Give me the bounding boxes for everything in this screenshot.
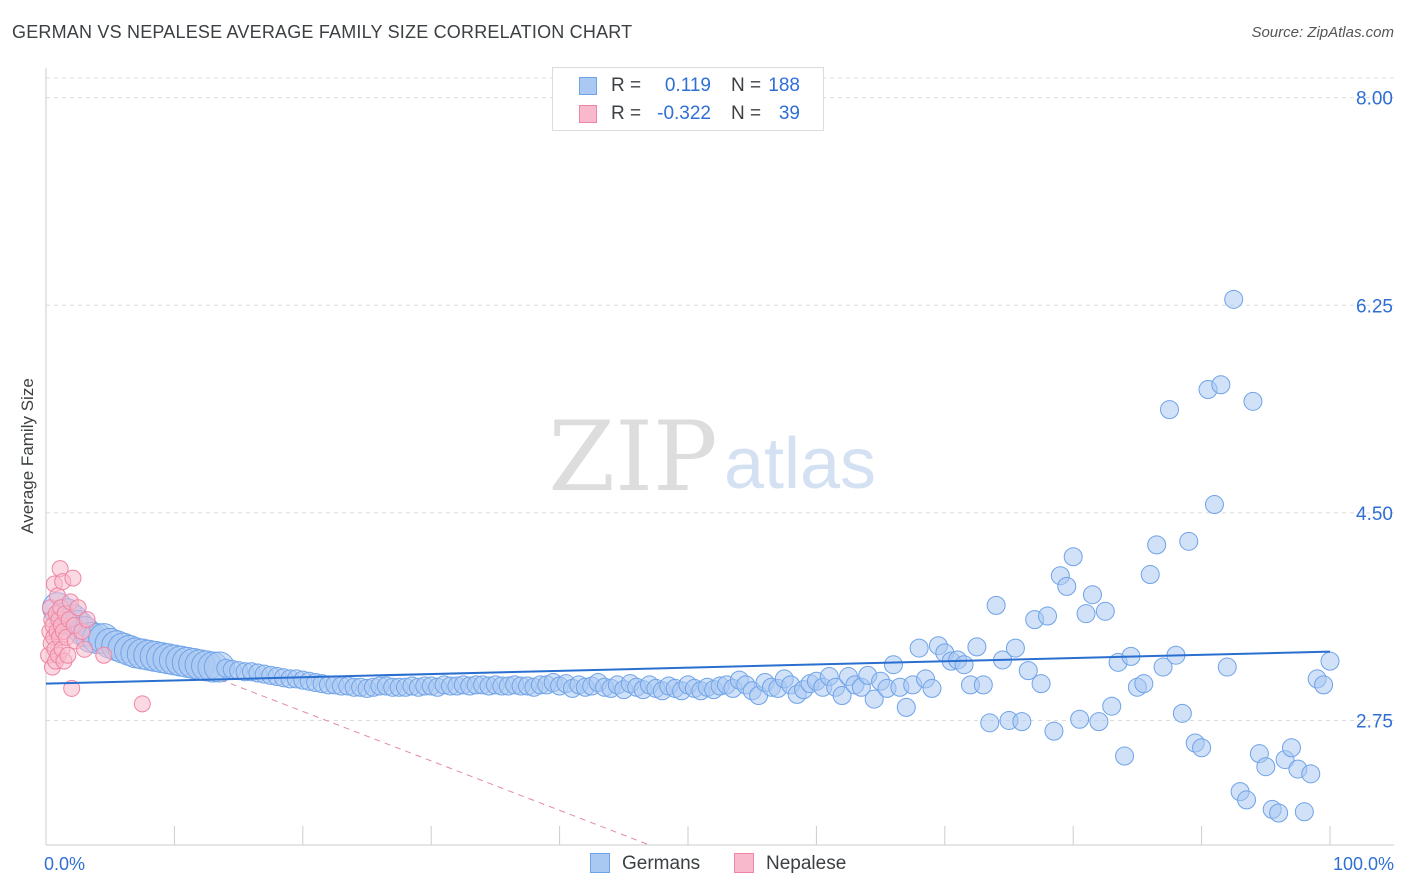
germans-r-value: 0.119 [664,75,711,96]
nepalese-n-value: 39 [778,103,800,124]
germans-point [1224,289,1244,309]
germans-point [883,655,903,675]
germans-point [1301,764,1321,784]
nepalese-point [95,646,113,664]
germans-point [1204,495,1224,515]
nepalese-point [64,569,82,587]
germans-swatch [579,77,597,95]
germans-trend-line [45,650,1331,685]
germans-point [1256,757,1276,777]
germans-point [1095,601,1115,621]
nepalese-legend-swatch [734,853,754,873]
germans-trend [45,650,1331,685]
germans-point [1211,375,1231,395]
germans-n-label: N = [731,75,762,96]
germans-point [1294,802,1314,822]
watermark-zip: ZIP [548,401,717,513]
germans-point [1243,391,1263,411]
source-label: Source: ZipAtlas.com [1251,24,1394,41]
germans-n-value: 188 [768,75,800,96]
legend-row-germans: R = 0.119 N = 188 [553,72,823,100]
germans-point [967,637,987,657]
germans-point [954,655,974,675]
nepalese-point [63,679,81,697]
nepalese-point [76,640,94,658]
germans-point [1217,657,1237,677]
germans-point [909,638,929,658]
germans-point [922,678,942,698]
germans-point [1089,712,1109,732]
germans-r-label: R = [611,75,642,96]
germans-point [973,675,993,695]
chart-title: GERMAN VS NEPALESE AVERAGE FAMILY SIZE C… [12,22,633,42]
y-tick-label: 2.75 [1356,711,1393,732]
germans-legend-label: Germans [622,853,701,874]
watermark-atlas: atlas [724,424,876,504]
germans-point [1018,661,1038,681]
germans-point [1005,638,1025,658]
y-tick-labels: 2.75 4.50 6.25 8.00 [1356,89,1393,733]
gridlines [46,77,1394,721]
nepalese-point [133,695,151,713]
y-tick-label: 4.50 [1356,504,1393,525]
germans-point [1140,565,1160,585]
x-ticks [173,826,1331,845]
germans-point [1179,531,1199,551]
germans-point [1076,604,1096,624]
germans-point [1153,657,1173,677]
nepalese-point [59,646,77,664]
nepalese-r-value: -0.322 [657,103,711,124]
germans-point [1314,675,1334,695]
germans-legend-swatch [590,853,610,873]
germans-point [832,686,852,706]
germans-point [1082,585,1102,605]
germans-point [1160,400,1179,420]
germans-point [1281,738,1301,758]
stats-legend: R = 0.119 N = 188 R = -0.322 N = 39 [552,67,824,131]
nepalese-point [69,599,87,617]
germans-point [986,595,1006,615]
germans-point [1115,746,1135,766]
nepalese-point [78,611,96,629]
germans-point [1192,738,1212,758]
y-tick-label: 6.25 [1356,296,1393,317]
germans-point [1063,547,1083,567]
nepalese-points [40,560,151,713]
germans-point [896,697,916,717]
germans-point [980,713,1000,733]
nepalese-trend-line [45,612,650,846]
germans-point [1044,721,1064,741]
y-tick-label: 8.00 [1356,89,1393,110]
germans-point [1269,803,1289,823]
watermark: ZIP atlas [548,401,876,513]
germans-point [1102,696,1122,716]
germans-point [864,689,884,709]
x-tick-label-max: 100.0% [1333,854,1394,874]
germans-point [1172,703,1192,723]
x-tick-label-min: 0.0% [44,854,85,874]
legend-row-nepalese: R = -0.322 N = 39 [553,100,823,128]
y-axis-label: Average Family Size [18,378,37,534]
nepalese-trend [45,612,650,846]
germans-point [1147,535,1167,555]
germans-point [1012,712,1032,732]
germans-points [42,289,1340,823]
germans-point [1057,576,1077,596]
axes [45,68,1394,846]
germans-point [1038,606,1058,626]
nepalese-n-label: N = [731,103,762,124]
nepalese-swatch [579,105,597,123]
nepalese-r-label: R = [611,103,642,124]
germans-point [1320,651,1340,671]
nepalese-legend-label: Nepalese [766,853,847,874]
germans-point [1031,674,1051,694]
germans-point [1070,709,1090,729]
germans-point [1237,790,1257,810]
germans-point [1134,674,1154,694]
